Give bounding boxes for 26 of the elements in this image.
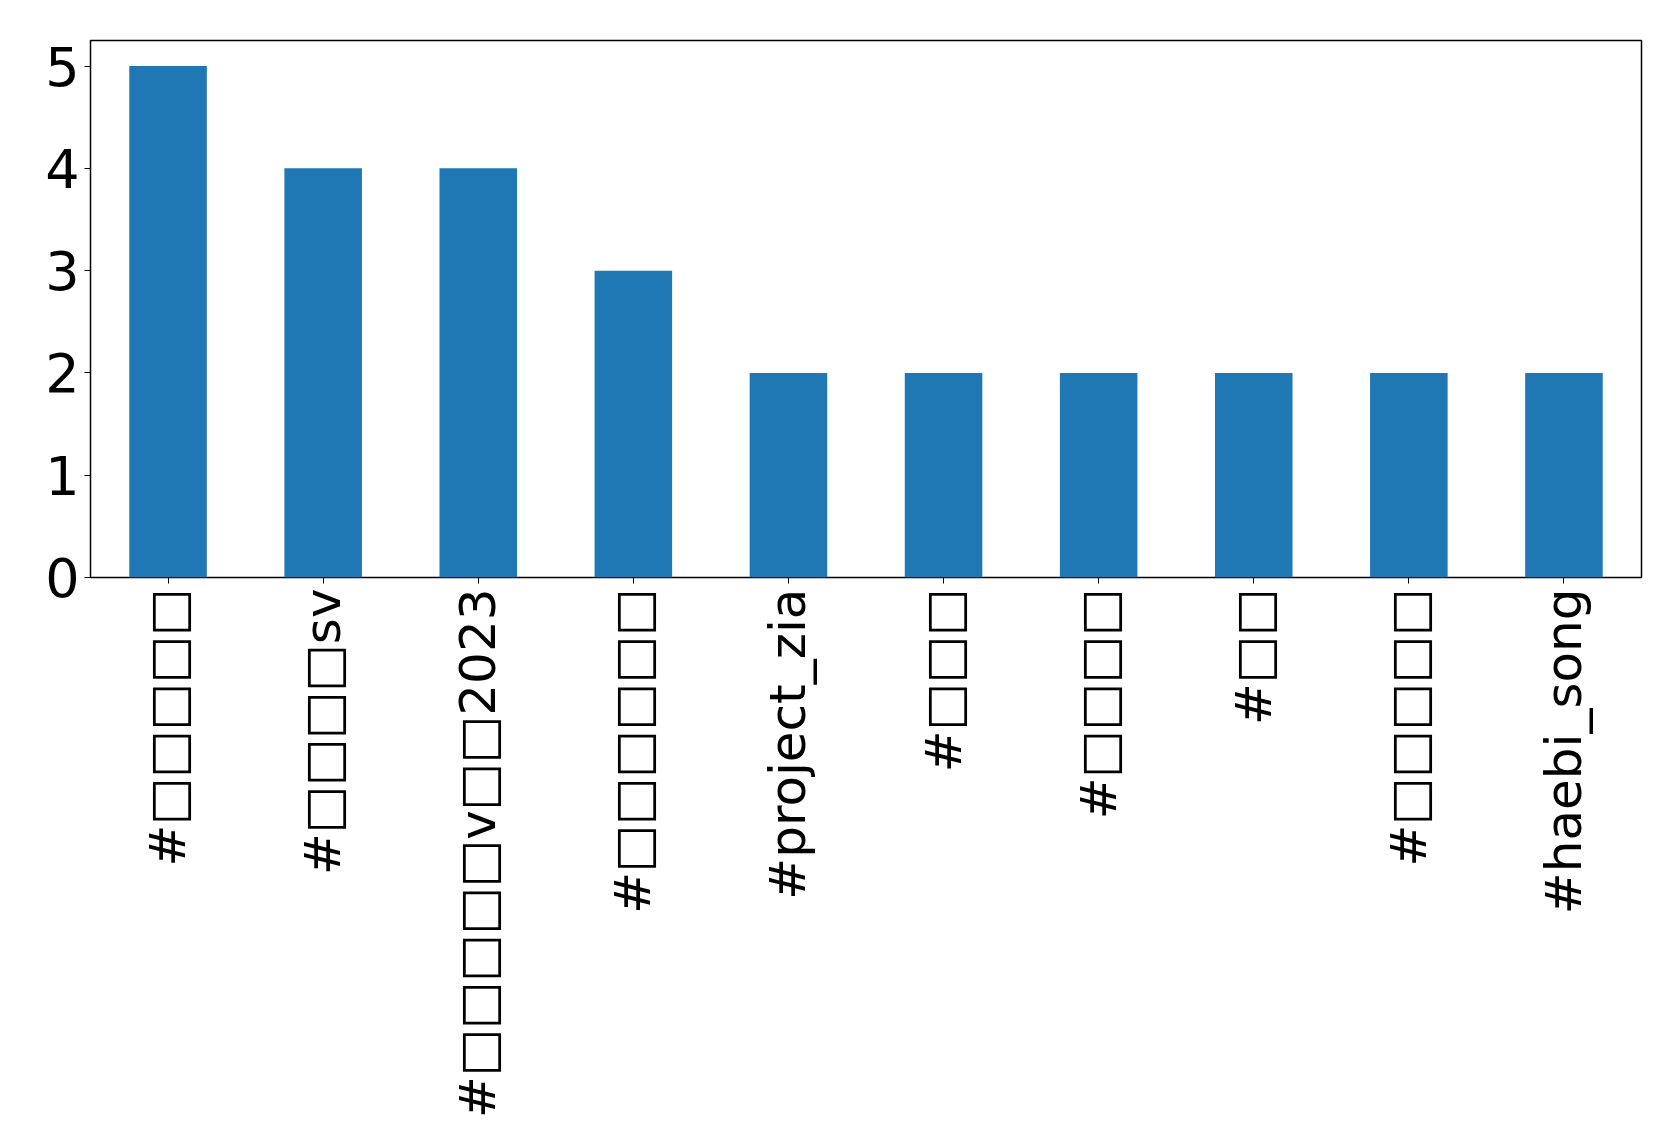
y-tick-label: 3 — [45, 240, 80, 304]
y-tick-label: 1 — [45, 444, 80, 508]
x-tick-label: #□□ — [1224, 588, 1283, 725]
bar — [439, 168, 518, 578]
bar — [1214, 372, 1293, 578]
y-tick-label: 0 — [45, 547, 80, 610]
bar — [1370, 372, 1448, 578]
x-tick-label: #haebi_song — [1534, 588, 1593, 915]
y-tick-label: 5 — [45, 35, 80, 99]
x-tick-label: #□□□ — [914, 588, 973, 773]
x-tick-label: #project_zia — [759, 588, 818, 900]
bar — [904, 372, 983, 578]
x-tick-label: #□□□□□v□□2023 — [449, 588, 508, 1118]
x-tick-label: #□□□□ — [1069, 588, 1128, 820]
x-tick-label: #□□□□□ — [139, 588, 198, 867]
y-tick-label: 2 — [45, 342, 80, 406]
x-tick-label: #□□□□□ — [1379, 588, 1438, 867]
bar — [749, 372, 828, 578]
bar — [1059, 372, 1138, 578]
bar — [1525, 372, 1603, 578]
bar — [129, 66, 207, 578]
bar — [284, 168, 362, 578]
bar — [594, 270, 673, 578]
y-tick-label: 4 — [45, 137, 80, 201]
x-tick-label: #□□□□sv — [294, 588, 353, 875]
x-tick-label: #□□□□□□ — [604, 588, 663, 914]
